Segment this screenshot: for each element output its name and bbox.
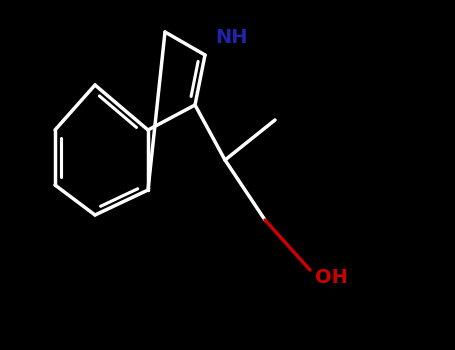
Text: NH: NH [215, 28, 248, 47]
Text: OH: OH [315, 268, 348, 287]
